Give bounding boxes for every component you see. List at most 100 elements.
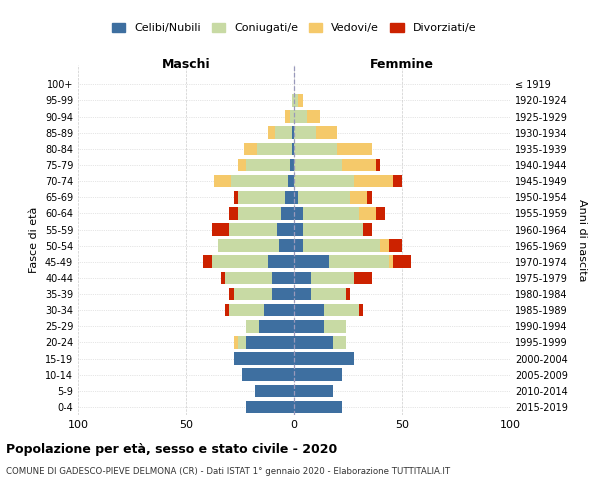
Bar: [324, 304, 359, 316]
Y-axis label: Anni di nascita: Anni di nascita: [577, 198, 587, 281]
Bar: [363, 223, 372, 236]
Bar: [281, 207, 294, 220]
Bar: [298, 94, 302, 107]
Bar: [229, 304, 264, 316]
Bar: [225, 304, 229, 316]
Bar: [294, 256, 329, 268]
Bar: [233, 352, 294, 365]
Bar: [272, 272, 294, 284]
Bar: [233, 191, 238, 203]
Bar: [294, 223, 302, 236]
Bar: [242, 368, 294, 381]
Bar: [294, 126, 316, 139]
Bar: [294, 368, 341, 381]
Bar: [232, 175, 287, 188]
Bar: [367, 191, 372, 203]
Bar: [218, 240, 279, 252]
Text: COMUNE DI GADESCO-PIEVE DELMONA (CR) - Dati ISTAT 1° gennaio 2020 - Elaborazione: COMUNE DI GADESCO-PIEVE DELMONA (CR) - D…: [6, 468, 450, 476]
Bar: [290, 110, 294, 123]
Bar: [268, 126, 275, 139]
Bar: [376, 207, 385, 220]
Bar: [268, 256, 294, 268]
Bar: [292, 126, 294, 139]
Legend: Celibi/Nubili, Coniugati/e, Vedovi/e, Divorziati/e: Celibi/Nubili, Coniugati/e, Vedovi/e, Di…: [107, 18, 481, 38]
Bar: [294, 110, 307, 123]
Bar: [233, 336, 238, 348]
Text: Popolazione per età, sesso e stato civile - 2020: Popolazione per età, sesso e stato civil…: [6, 442, 337, 456]
Bar: [302, 223, 363, 236]
Bar: [229, 207, 238, 220]
Bar: [359, 304, 363, 316]
Bar: [294, 175, 355, 188]
Bar: [294, 158, 341, 172]
Bar: [359, 207, 376, 220]
Bar: [286, 110, 290, 123]
Bar: [212, 256, 268, 268]
Bar: [294, 336, 333, 348]
Text: Maschi: Maschi: [161, 58, 211, 71]
Bar: [394, 256, 410, 268]
Bar: [376, 158, 380, 172]
Bar: [279, 240, 294, 252]
Bar: [244, 142, 257, 155]
Bar: [294, 272, 311, 284]
Bar: [259, 320, 294, 332]
Bar: [302, 207, 359, 220]
Bar: [307, 110, 320, 123]
Bar: [221, 272, 225, 284]
Bar: [294, 240, 302, 252]
Bar: [292, 142, 294, 155]
Bar: [380, 240, 389, 252]
Bar: [389, 240, 402, 252]
Bar: [294, 352, 355, 365]
Bar: [294, 384, 333, 397]
Bar: [294, 304, 324, 316]
Bar: [341, 158, 376, 172]
Bar: [255, 384, 294, 397]
Bar: [294, 207, 302, 220]
Bar: [229, 288, 233, 300]
Bar: [264, 304, 294, 316]
Bar: [287, 175, 294, 188]
Bar: [311, 272, 355, 284]
Bar: [333, 336, 346, 348]
Bar: [324, 320, 346, 332]
Bar: [203, 256, 212, 268]
Bar: [298, 191, 350, 203]
Bar: [257, 142, 292, 155]
Bar: [290, 158, 294, 172]
Bar: [337, 142, 372, 155]
Bar: [286, 191, 294, 203]
Bar: [212, 223, 229, 236]
Bar: [247, 320, 259, 332]
Bar: [294, 400, 341, 413]
Bar: [355, 175, 394, 188]
Bar: [238, 207, 281, 220]
Y-axis label: Fasce di età: Fasce di età: [29, 207, 39, 273]
Bar: [316, 126, 337, 139]
Bar: [238, 336, 247, 348]
Bar: [238, 191, 286, 203]
Bar: [247, 336, 294, 348]
Bar: [233, 288, 272, 300]
Bar: [350, 191, 367, 203]
Bar: [225, 272, 272, 284]
Bar: [302, 240, 380, 252]
Bar: [394, 175, 402, 188]
Bar: [389, 256, 394, 268]
Bar: [355, 272, 372, 284]
Bar: [275, 126, 292, 139]
Bar: [229, 223, 277, 236]
Bar: [247, 400, 294, 413]
Bar: [294, 288, 311, 300]
Bar: [294, 94, 298, 107]
Bar: [214, 175, 232, 188]
Bar: [272, 288, 294, 300]
Bar: [292, 94, 294, 107]
Text: Femmine: Femmine: [370, 58, 434, 71]
Bar: [311, 288, 346, 300]
Bar: [294, 191, 298, 203]
Bar: [294, 142, 337, 155]
Bar: [238, 158, 247, 172]
Bar: [247, 158, 290, 172]
